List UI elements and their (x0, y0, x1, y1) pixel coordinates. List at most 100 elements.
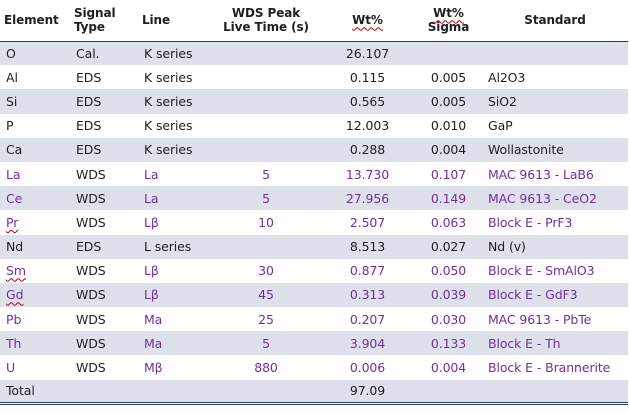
cell-signal-type: EDS (76, 239, 102, 255)
cell-signal-type: WDS (76, 263, 106, 279)
cell-wt-sigma: 0.133 (430, 335, 467, 351)
header-wt-sigma: Wt% Sigma (415, 0, 482, 42)
cell-standard: Al2O3 (488, 69, 526, 85)
cell-element: Sm (6, 263, 26, 279)
cell-line: K series (144, 45, 193, 61)
cell-wt-percent: 2.507 (349, 214, 386, 230)
cell-signal-type: Cal. (76, 45, 100, 61)
cell-signal-type: WDS (76, 311, 106, 327)
cell-wt-percent: 12.003 (345, 118, 390, 134)
table-row: O Cal. K series 26.107 (0, 41, 628, 66)
cell-standard: GaP (488, 118, 513, 134)
cell-wt-sigma (415, 41, 482, 65)
cell-wt-sigma: 0.039 (430, 287, 467, 303)
cell-line: K series (144, 69, 193, 85)
cell-wt-percent: 27.956 (345, 190, 390, 206)
cell-wds-live-time (212, 65, 320, 89)
cell-line: K series (144, 93, 193, 109)
table-row: Sm WDS Lβ 30 0.877 0.050 Block E - SmAlO3 (0, 259, 628, 283)
cell-line: K series (144, 142, 193, 158)
cell-signal-type: WDS (76, 287, 106, 303)
cell-line: Ma (144, 311, 163, 327)
cell-signal-type: EDS (76, 118, 102, 134)
table-row: Al EDS K series 0.115 0.005 Al2O3 (0, 65, 628, 89)
header-wds-peak-live-time: WDS Peak Live Time (s) (212, 0, 320, 42)
table-row: Th WDS Ma 5 3.904 0.133 Block E - Th (0, 331, 628, 356)
cell-standard: MAC 9613 - PbTe (488, 311, 592, 327)
cell-line: Ma (144, 335, 163, 351)
cell-element: Gd (6, 287, 24, 303)
cell-wds-live-time: 5 (262, 166, 270, 182)
cell-wds-live-time: 25 (258, 311, 274, 327)
table-row: Pb WDS Ma 25 0.207 0.030 MAC 9613 - PbTe (0, 307, 628, 331)
table-row: La WDS La 5 13.730 0.107 MAC 9613 - LaB6 (0, 162, 628, 186)
cell-element: O (6, 45, 16, 61)
cell-wt-sigma: 0.107 (430, 166, 467, 182)
cell-wt-percent: 0.877 (349, 263, 386, 279)
cell-signal-type: EDS (76, 142, 102, 158)
total-empty-cell (212, 380, 320, 404)
cell-wds-live-time: 5 (262, 335, 270, 351)
cell-wt-percent: 26.107 (345, 45, 390, 61)
cell-standard: Block E - GdF3 (488, 287, 578, 303)
table-header-row: Element Signal Type Line WDS Peak Live Tim… (0, 0, 628, 42)
cell-element: Th (6, 335, 22, 351)
cell-standard: Wollastonite (488, 142, 564, 158)
cell-wt-sigma: 0.004 (430, 360, 467, 376)
cell-line: La (144, 190, 159, 206)
cell-wt-sigma: 0.149 (430, 190, 467, 206)
cell-element: Ce (6, 190, 23, 206)
cell-standard: MAC 9613 - LaB6 (488, 166, 594, 182)
cell-wds-live-time (212, 41, 320, 65)
table-row: Si EDS K series 0.565 0.005 SiO2 (0, 89, 628, 114)
table-row: P EDS K series 12.003 0.010 GaP (0, 114, 628, 138)
cell-standard: Block E - PrF3 (488, 214, 573, 230)
cell-line: Lβ (144, 287, 159, 303)
cell-wds-live-time: 45 (258, 287, 274, 303)
cell-wt-sigma: 0.050 (430, 263, 467, 279)
cell-wt-percent: 0.565 (349, 93, 386, 109)
cell-wds-live-time: 880 (254, 360, 278, 376)
table-row: Pr WDS Lβ 10 2.507 0.063 Block E - PrF3 (0, 210, 628, 234)
cell-signal-type: WDS (76, 166, 106, 182)
cell-element: Al (6, 69, 18, 85)
cell-wt-sigma: 0.005 (430, 93, 467, 109)
cell-signal-type: WDS (76, 214, 106, 230)
cell-standard: Block E - Th (488, 335, 561, 351)
cell-wt-percent: 0.115 (349, 69, 386, 85)
header-element: Element (0, 0, 70, 42)
cell-wt-sigma: 0.010 (430, 118, 467, 134)
table-row: Ca EDS K series 0.288 0.004 Wollastonite (0, 137, 628, 162)
cell-element: La (6, 166, 21, 182)
cell-wt-percent: 0.006 (349, 360, 386, 376)
cell-signal-type: EDS (76, 69, 102, 85)
cell-wt-sigma: 0.027 (430, 239, 467, 255)
cell-wds-live-time: 10 (258, 214, 274, 230)
cell-wt-percent: 13.730 (345, 166, 390, 182)
cell-signal-type: WDS (76, 360, 106, 376)
cell-standard: SiO2 (488, 93, 517, 109)
cell-signal-type: EDS (76, 93, 102, 109)
total-label: Total (6, 383, 35, 399)
cell-element: Ca (6, 142, 23, 158)
table-row: Gd WDS Lβ 45 0.313 0.039 Block E - GdF3 (0, 282, 628, 308)
cell-standard: MAC 9613 - CeO2 (488, 190, 597, 206)
cell-standard: Block E - SmAlO3 (488, 263, 595, 279)
cell-wds-live-time (212, 114, 320, 138)
cell-wt-percent: 3.904 (349, 335, 386, 351)
cell-element: U (6, 360, 16, 376)
table-row: Ce WDS La 5 27.956 0.149 MAC 9613 - CeO2 (0, 186, 628, 211)
header-wt-percent: Wt% (320, 0, 415, 42)
cell-wt-sigma: 0.004 (430, 142, 467, 158)
cell-wds-live-time: 5 (262, 190, 270, 206)
cell-line: Lβ (144, 214, 159, 230)
cell-standard: Nd (v) (488, 239, 526, 255)
cell-element: P (6, 118, 14, 134)
cell-wt-percent: 0.207 (349, 311, 386, 327)
total-wt-percent: 97.09 (349, 383, 386, 399)
cell-element: Nd (6, 239, 24, 255)
total-empty-cell (482, 380, 628, 404)
header-standard: Standard (482, 0, 628, 42)
total-empty-cell (70, 380, 138, 404)
